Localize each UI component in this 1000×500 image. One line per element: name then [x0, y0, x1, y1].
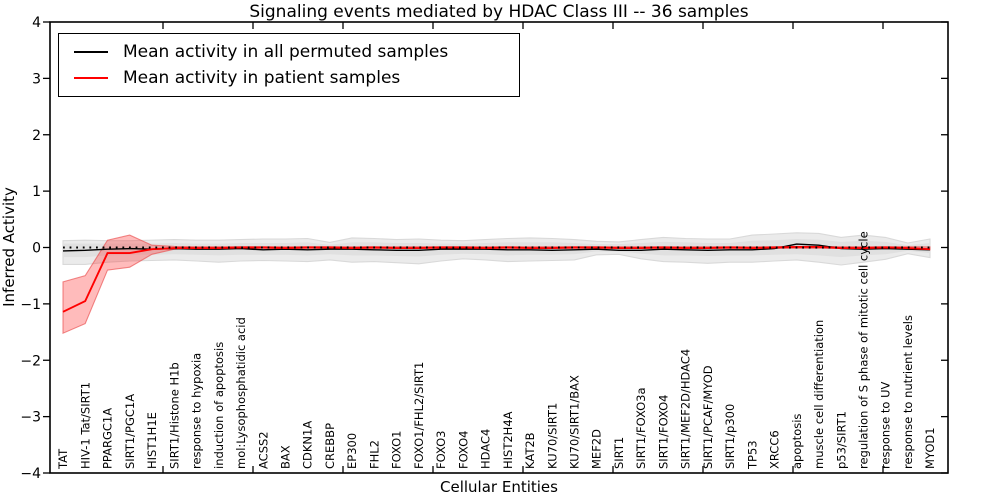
x-category-label: induction of apoptosis — [212, 342, 226, 469]
y-tick-label: −4 — [20, 466, 41, 482]
x-category-label: CDKN1A — [301, 421, 315, 469]
legend-entry-permuted: Mean activity in all permuted samples — [74, 39, 519, 65]
y-tick-label: −1 — [20, 297, 41, 313]
x-category-label: SIRT1/PCAF/MYOD — [701, 365, 715, 469]
x-category-label: FOXO4 — [456, 431, 470, 469]
x-category-label: XRCC6 — [768, 430, 782, 469]
x-category-label: response to nutrient levels — [901, 315, 915, 469]
x-category-label: HIV-1 Tat/SIRT1 — [78, 382, 92, 469]
x-category-label: SIRT1 — [612, 437, 626, 469]
x-category-label: response to hypoxia — [190, 353, 204, 469]
y-tick-label: 3 — [32, 71, 41, 87]
x-category-label: SIRT1/FOXO4 — [656, 394, 670, 469]
x-category-label: response to UV — [879, 381, 893, 469]
x-category-label: MEF2D — [590, 429, 604, 469]
x-category-label: regulation of S phase of mitotic cell cy… — [857, 231, 871, 469]
x-category-label: KAT2B — [523, 432, 537, 469]
chart-title: Signaling events mediated by HDAC Class … — [249, 2, 749, 22]
x-category-label: TAT — [56, 448, 70, 470]
legend-line-permuted — [74, 51, 108, 53]
x-category-label: SIRT1/PGC1A — [123, 394, 137, 469]
legend-label-patient: Mean activity in patient samples — [123, 68, 401, 88]
x-category-label: TP53 — [745, 440, 759, 470]
x-category-label: SIRT1/MEF2D/HDAC4 — [679, 349, 693, 469]
y-tick-label: 0 — [32, 241, 41, 257]
x-category-label: SIRT1/p300 — [723, 404, 737, 469]
x-category-label: KU70/SIRT1/BAX — [568, 375, 582, 469]
y-tick-label: 4 — [32, 15, 41, 31]
x-axis-label: Cellular Entities — [440, 478, 558, 496]
patient-mean-line — [62, 245, 931, 313]
legend-label-permuted: Mean activity in all permuted samples — [123, 42, 449, 62]
legend-entry-patient: Mean activity in patient samples — [74, 65, 519, 91]
x-category-label: mol:Lysophosphatidic acid — [234, 317, 248, 469]
y-tick-label: −3 — [20, 410, 41, 426]
x-category-label: muscle cell differentiation — [812, 320, 826, 469]
x-category-label: SIRT1/FOXO3a — [634, 387, 648, 469]
x-category-label: HIST1H1E — [145, 412, 159, 469]
x-category-label: EP300 — [345, 433, 359, 469]
x-category-label: HIST2H4A — [501, 411, 515, 469]
y-tick-label: 2 — [32, 128, 41, 144]
x-category-label: SIRT1/Histone H1b — [167, 362, 181, 469]
x-category-label: FHL2 — [367, 440, 381, 469]
x-category-label: FOXO3 — [434, 431, 448, 469]
x-category-label: KU70/SIRT1 — [545, 403, 559, 469]
legend: Mean activity in all permuted samples Me… — [58, 33, 520, 97]
legend-line-patient — [74, 77, 108, 79]
x-category-label: FOXO1/FHL2/SIRT1 — [412, 362, 426, 469]
x-category-label: FOXO1 — [390, 431, 404, 469]
y-tick-label: −2 — [20, 353, 41, 369]
y-axis-label: Inferred Activity — [0, 187, 18, 307]
x-category-label: apoptosis — [790, 414, 804, 469]
x-category-label: CREBBP — [323, 423, 337, 469]
x-category-label: ACSS2 — [256, 431, 270, 469]
x-category-label: p53/SIRT1 — [834, 411, 848, 469]
x-category-label: PPARGC1A — [101, 408, 115, 469]
x-category-label: HDAC4 — [479, 429, 493, 469]
y-tick-label: 1 — [32, 184, 41, 200]
x-category-label: BAX — [279, 445, 293, 469]
x-category-label: MYOD1 — [923, 427, 937, 469]
